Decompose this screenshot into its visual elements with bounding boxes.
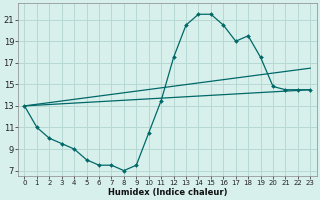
X-axis label: Humidex (Indice chaleur): Humidex (Indice chaleur) [108, 188, 227, 197]
